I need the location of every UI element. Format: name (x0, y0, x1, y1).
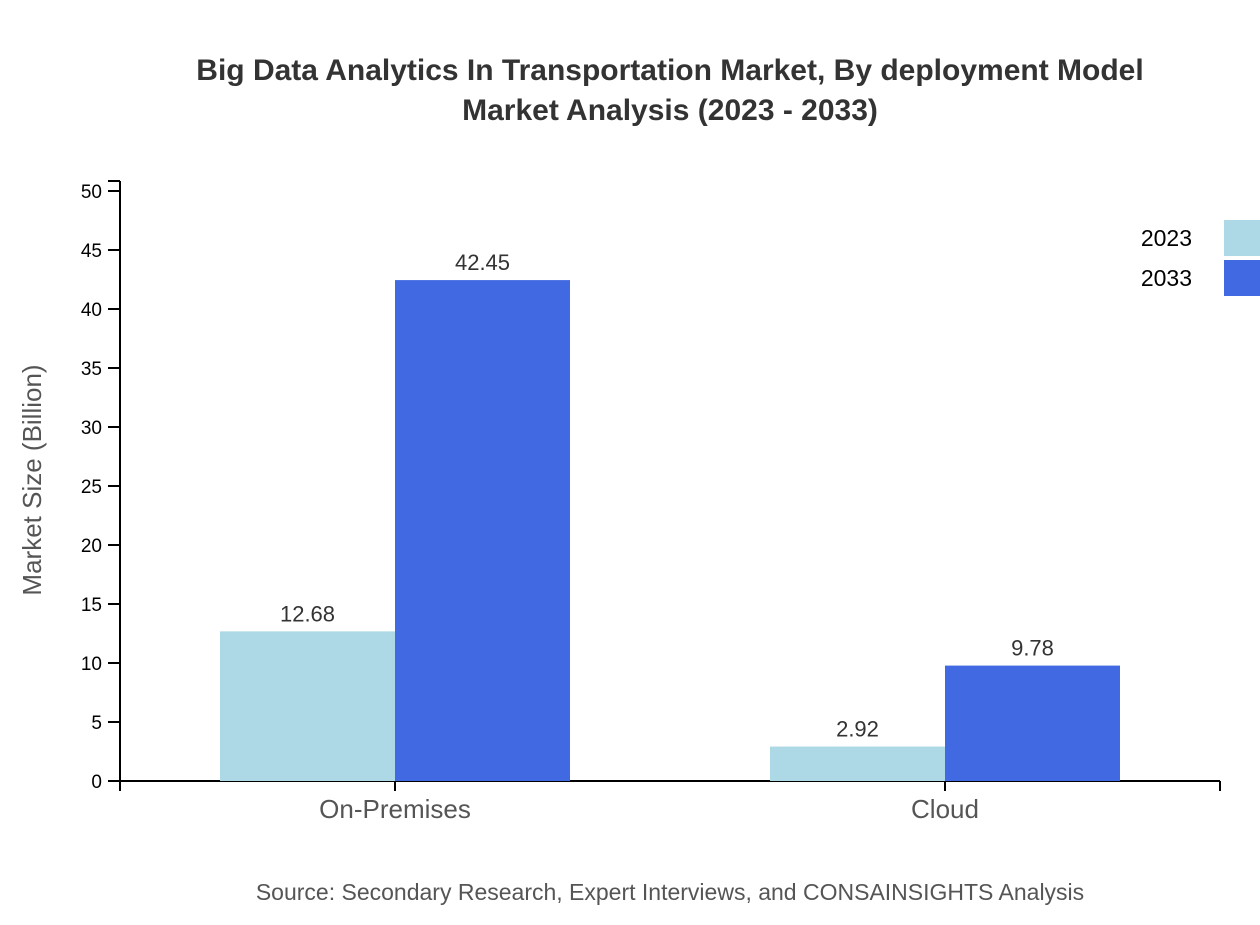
bar-2023 (770, 746, 945, 781)
y-tick-label: 40 (81, 300, 102, 321)
y-axis-label: Market Size (Billion) (17, 364, 47, 595)
legend-label: 2033 (1141, 265, 1192, 291)
y-tick-label: 20 (81, 536, 102, 557)
y-tick-label: 0 (91, 772, 102, 793)
source-note: Source: Secondary Research, Expert Inter… (256, 879, 1084, 905)
y-tick-label: 45 (81, 241, 102, 262)
y-tick-label: 25 (81, 477, 102, 498)
y-tick-label: 50 (81, 182, 102, 203)
chart-title-line-2: Market Analysis (2023 - 2033) (462, 94, 878, 127)
chart-title-line-1: Big Data Analytics In Transportation Mar… (196, 54, 1143, 87)
bar-2023 (220, 631, 395, 781)
y-tick-label: 5 (91, 713, 102, 734)
legend-swatch-2023 (1224, 220, 1260, 256)
y-tick-label: 35 (81, 359, 102, 380)
data-label: 9.78 (1011, 636, 1054, 661)
legend-label: 2023 (1141, 225, 1192, 251)
legend-swatch-2033 (1224, 260, 1260, 296)
data-label: 12.68 (280, 601, 335, 626)
bar-2033 (395, 280, 570, 781)
y-tick-label: 10 (81, 654, 102, 675)
bar-2033 (945, 665, 1120, 781)
y-tick-label: 15 (81, 595, 102, 616)
x-tick-label: Cloud (911, 794, 979, 824)
data-label: 2.92 (836, 717, 879, 742)
data-label: 42.45 (455, 250, 510, 275)
x-tick-label: On-Premises (319, 794, 471, 824)
y-tick-label: 30 (81, 418, 102, 439)
